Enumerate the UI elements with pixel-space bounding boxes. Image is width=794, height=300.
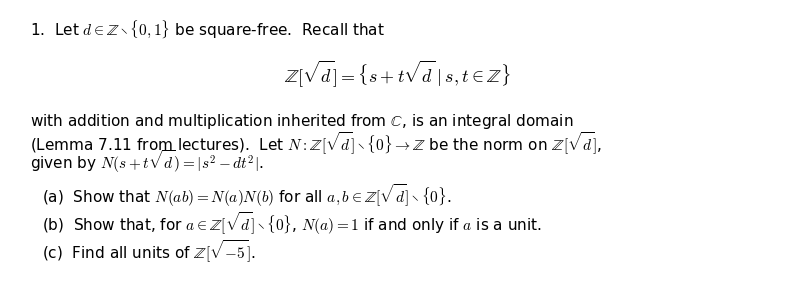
Text: with addition and multiplication inherited from $\mathbb{C}$, is an integral dom: with addition and multiplication inherit… — [30, 112, 573, 131]
Text: given by $N(s + t\sqrt{d}) = |s^2 - dt^2|$.: given by $N(s + t\sqrt{d}) = |s^2 - dt^2… — [30, 148, 264, 175]
Text: (Lemma 7.11 from lectures).  Let $N : \mathbb{Z}[\sqrt{d}] \setminus \{0\} \to \: (Lemma 7.11 from lectures). Let $N : \ma… — [30, 130, 602, 157]
Text: 1.  Let $d \in \mathbb{Z} \setminus \{0,1\}$ be square-free.  Recall that: 1. Let $d \in \mathbb{Z} \setminus \{0,1… — [30, 18, 385, 40]
Text: (b)  Show that, for $a \in \mathbb{Z}[\sqrt{d}] \setminus \{0\}$, $N(a) = 1$ if : (b) Show that, for $a \in \mathbb{Z}[\sq… — [42, 210, 542, 237]
Text: $\mathbb{Z}[\sqrt{d}] = \{s + t\sqrt{d}\mid s, t \in \mathbb{Z}\}$: $\mathbb{Z}[\sqrt{d}] = \{s + t\sqrt{d}\… — [283, 58, 511, 89]
Text: (a)  Show that $N(ab) = N(a)N(b)$ for all $a, b \in \mathbb{Z}[\sqrt{d}] \setmin: (a) Show that $N(ab) = N(a)N(b)$ for all… — [42, 182, 452, 209]
Text: (c)  Find all units of $\mathbb{Z}[\sqrt{-5}]$.: (c) Find all units of $\mathbb{Z}[\sqrt{… — [42, 238, 256, 265]
